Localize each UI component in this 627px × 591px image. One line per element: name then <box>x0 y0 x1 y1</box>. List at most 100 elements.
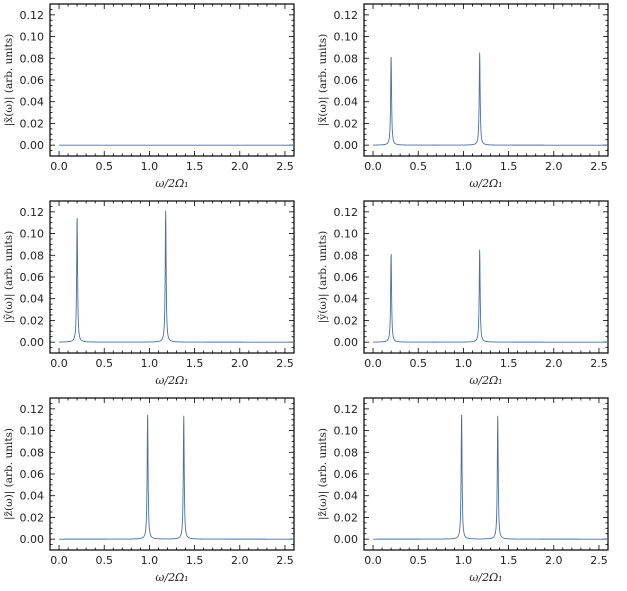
y-tick-label: 0.06 <box>20 468 45 481</box>
x-tick-label: 1.0 <box>455 357 473 370</box>
x-tick-label: 2.5 <box>276 160 294 173</box>
spectrum-series-line <box>373 249 608 343</box>
y-axis-label: |x̃(ω)| (arb. units) <box>3 34 16 126</box>
chart-svg: 0.0 0.5 1.0 1.5 2.0 2.5 0.00 0.02 0.04 0.06 0.08 0.… <box>3 200 295 387</box>
y-tick-label: 0.02 <box>334 314 359 327</box>
y-tick-label: 0.06 <box>20 74 45 87</box>
x-axis-label: ω/2Ω₁ <box>155 571 188 584</box>
x-tick-label: 0.0 <box>364 357 382 370</box>
y-tick-label: 0.12 <box>20 206 45 219</box>
x-tick-label: 1.5 <box>500 357 518 370</box>
x-tick-label: 2.0 <box>545 160 563 173</box>
y-axis-label: |ỹ(ω)| (arb. units) <box>3 231 16 323</box>
y-tick-label: 0.06 <box>20 271 45 284</box>
plot-frame <box>363 200 609 354</box>
y-tick-label: 0.08 <box>20 446 45 459</box>
plot-frame <box>49 397 295 551</box>
y-tick-label: 0.12 <box>20 9 45 22</box>
x-tick-label: 0.5 <box>409 160 427 173</box>
y-tick-label: 0.04 <box>334 96 359 109</box>
x-tick-label: 2.5 <box>590 554 608 567</box>
y-tick-label: 0.08 <box>20 52 45 65</box>
y-tick-label: 0.12 <box>20 403 45 416</box>
y-axis-label: |x̃(ω)| (arb. units) <box>317 34 330 126</box>
plot-frame <box>49 200 295 354</box>
x-tick-label: 0.0 <box>364 554 382 567</box>
x-axis-label: ω/2Ω₁ <box>155 177 188 190</box>
x-tick-label: 1.0 <box>455 160 473 173</box>
x-tick-label: 2.5 <box>590 160 608 173</box>
chart-svg: 0.0 0.5 1.0 1.5 2.0 2.5 0.00 0.02 0.04 0.06 0.08 0.… <box>3 397 295 584</box>
y-tick-label: 0.10 <box>334 228 359 241</box>
y-tick-label: 0.10 <box>20 31 45 44</box>
x-tick-label: 1.0 <box>455 554 473 567</box>
x-tick-label: 2.0 <box>231 554 249 567</box>
y-tick-label: 0.02 <box>20 117 45 130</box>
plot-frame <box>49 3 295 157</box>
chart-panel-bottom-right: 0.0 0.5 1.0 1.5 2.0 2.5 0.00 0.02 0.04 0.06 0.08 0.… <box>314 394 627 591</box>
spectrum-series-line <box>373 414 608 540</box>
y-axis-label: |ỹ(ω)| (arb. units) <box>317 231 330 323</box>
x-tick-label: 0.5 <box>95 357 113 370</box>
x-tick-label: 1.5 <box>500 160 518 173</box>
x-tick-label: 1.5 <box>186 160 204 173</box>
y-tick-label: 0.04 <box>20 96 45 109</box>
y-tick-label: 0.04 <box>20 490 45 503</box>
chart-panel-middle-right: 0.0 0.5 1.0 1.5 2.0 2.5 0.00 0.02 0.04 0.06 0.08 0.… <box>314 197 627 394</box>
x-tick-label: 0.5 <box>95 554 113 567</box>
plot-frame <box>363 397 609 551</box>
chart-svg: 0.0 0.5 1.0 1.5 2.0 2.5 0.00 0.02 0.04 0.06 0.08 0.… <box>317 3 609 190</box>
x-tick-label: 2.5 <box>276 554 294 567</box>
x-tick-label: 2.0 <box>545 554 563 567</box>
x-tick-label: 0.0 <box>364 160 382 173</box>
x-tick-label: 0.5 <box>95 160 113 173</box>
y-tick-label: 0.04 <box>20 293 45 306</box>
y-tick-label: 0.06 <box>334 271 359 284</box>
x-tick-label: 1.5 <box>500 554 518 567</box>
chart-panel-bottom-left: 0.0 0.5 1.0 1.5 2.0 2.5 0.00 0.02 0.04 0.06 0.08 0.… <box>0 394 313 591</box>
x-axis-label: ω/2Ω₁ <box>155 374 188 387</box>
y-tick-label: 0.00 <box>20 336 45 349</box>
x-tick-label: 2.0 <box>231 160 249 173</box>
x-axis-label: ω/2Ω₁ <box>469 571 502 584</box>
x-tick-label: 1.0 <box>141 554 159 567</box>
spectrum-series-line <box>59 210 294 343</box>
y-tick-label: 0.00 <box>334 336 359 349</box>
spectrum-series-line <box>59 414 294 540</box>
y-tick-label: 0.12 <box>334 206 359 219</box>
y-tick-label: 0.12 <box>334 9 359 22</box>
y-tick-label: 0.02 <box>20 511 45 524</box>
x-tick-label: 1.0 <box>141 357 159 370</box>
x-tick-label: 1.5 <box>186 357 204 370</box>
y-tick-label: 0.00 <box>20 533 45 546</box>
y-tick-label: 0.00 <box>20 139 45 152</box>
x-tick-label: 0.0 <box>50 160 68 173</box>
x-tick-label: 0.5 <box>409 554 427 567</box>
chart-svg: 0.0 0.5 1.0 1.5 2.0 2.5 0.00 0.02 0.04 0.06 0.08 0.… <box>317 200 609 387</box>
x-tick-label: 1.5 <box>186 554 204 567</box>
x-tick-label: 0.0 <box>50 554 68 567</box>
y-tick-label: 0.08 <box>334 446 359 459</box>
y-tick-label: 0.06 <box>334 468 359 481</box>
y-tick-label: 0.12 <box>334 403 359 416</box>
x-tick-label: 2.0 <box>545 357 563 370</box>
y-tick-label: 0.00 <box>334 533 359 546</box>
plot-frame <box>363 3 609 157</box>
x-tick-label: 0.5 <box>409 357 427 370</box>
chart-panel-top-left: 0.0 0.5 1.0 1.5 2.0 2.5 0.00 0.02 0.04 0.06 0.08 0.… <box>0 0 313 197</box>
y-tick-label: 0.04 <box>334 293 359 306</box>
x-tick-label: 0.0 <box>50 357 68 370</box>
y-tick-label: 0.02 <box>334 117 359 130</box>
chart-panel-middle-left: 0.0 0.5 1.0 1.5 2.0 2.5 0.00 0.02 0.04 0.06 0.08 0.… <box>0 197 313 394</box>
chart-panel-top-right: 0.0 0.5 1.0 1.5 2.0 2.5 0.00 0.02 0.04 0.06 0.08 0.… <box>314 0 627 197</box>
x-tick-label: 1.0 <box>141 160 159 173</box>
y-tick-label: 0.08 <box>334 249 359 262</box>
x-axis-label: ω/2Ω₁ <box>469 374 502 387</box>
y-tick-label: 0.10 <box>20 228 45 241</box>
y-tick-label: 0.08 <box>20 249 45 262</box>
y-tick-label: 0.00 <box>334 139 359 152</box>
y-tick-label: 0.02 <box>20 314 45 327</box>
y-tick-label: 0.02 <box>334 511 359 524</box>
y-tick-label: 0.08 <box>334 52 359 65</box>
